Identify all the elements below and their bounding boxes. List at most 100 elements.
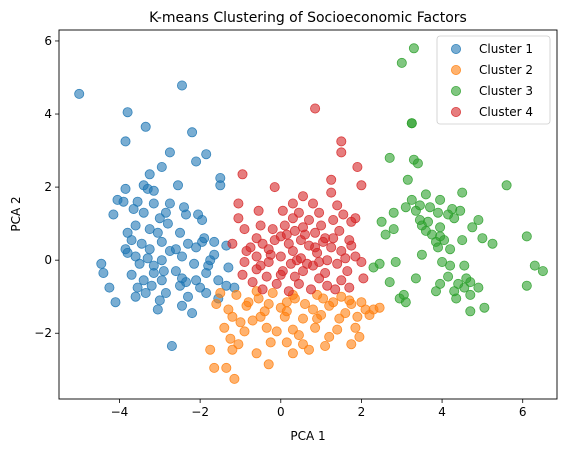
data-point (287, 245, 298, 256)
data-point (197, 214, 208, 225)
legend-item: Cluster 2 (450, 63, 533, 77)
data-point (126, 269, 137, 280)
data-point (251, 251, 262, 262)
data-point (305, 284, 316, 295)
data-point (189, 258, 200, 269)
data-point (310, 227, 321, 238)
data-point (521, 280, 532, 291)
data-point (255, 220, 266, 231)
data-point (267, 224, 278, 235)
data-point (247, 315, 258, 326)
data-point (445, 244, 456, 255)
y-tick-label: −2 (34, 326, 52, 340)
data-point (340, 308, 351, 319)
data-point (283, 286, 294, 297)
data-point (233, 213, 244, 224)
x-tick-label: 2 (358, 405, 366, 419)
data-point (96, 258, 107, 269)
y-axis-label: PCA 2 (9, 196, 23, 231)
data-point (160, 287, 171, 298)
data-point (289, 293, 300, 304)
plot-frame (58, 29, 558, 400)
data-point (332, 324, 343, 335)
data-point (356, 256, 367, 267)
data-point (344, 295, 355, 306)
data-point (424, 202, 435, 213)
data-point (303, 214, 314, 225)
data-point (253, 205, 264, 216)
data-point (430, 286, 441, 297)
data-point (416, 249, 427, 260)
data-point (237, 269, 248, 280)
series-cluster-1 (74, 80, 240, 351)
data-point (225, 333, 236, 344)
data-point (279, 220, 290, 231)
data-point (187, 127, 198, 138)
data-point (154, 213, 165, 224)
data-point (182, 238, 193, 249)
data-point (350, 322, 361, 333)
data-point (148, 185, 159, 196)
data-point (170, 266, 181, 277)
points-layer (74, 43, 548, 384)
data-point (74, 88, 85, 99)
series-cluster-2 (205, 286, 385, 384)
data-point (140, 287, 151, 298)
data-point (277, 205, 288, 216)
data-point (265, 337, 276, 348)
data-point (322, 280, 333, 291)
legend: Cluster 1 Cluster 2 Cluster 3 Cluster 4 (436, 35, 551, 125)
data-point (162, 218, 173, 229)
data-point (187, 308, 198, 319)
data-point (384, 277, 395, 288)
data-point (191, 156, 202, 167)
data-point (314, 273, 325, 284)
data-point (537, 266, 548, 277)
legend-marker (450, 107, 461, 118)
data-point (148, 260, 159, 271)
data-point (376, 216, 387, 227)
data-point (307, 198, 318, 209)
data-point (318, 293, 329, 304)
data-point (388, 224, 399, 235)
data-point (310, 103, 321, 114)
data-point (233, 198, 244, 209)
data-point (356, 180, 367, 191)
data-point (396, 57, 407, 68)
data-point (354, 331, 365, 342)
data-point (164, 147, 175, 158)
chart-title: K-means Clustering of Socioeconomic Fact… (149, 10, 467, 26)
data-point (120, 136, 131, 147)
data-point (142, 253, 153, 264)
data-point (205, 344, 216, 355)
data-point (346, 216, 357, 227)
data-point (140, 121, 151, 132)
data-point (215, 287, 226, 298)
data-point (380, 229, 391, 240)
data-point (176, 251, 187, 262)
data-point (344, 282, 355, 293)
data-point (342, 266, 353, 277)
data-point (451, 293, 462, 304)
data-point (314, 207, 325, 218)
data-point (261, 322, 272, 333)
data-point (231, 289, 242, 300)
data-point (146, 280, 157, 291)
data-point (390, 256, 401, 267)
data-point (368, 262, 379, 273)
data-point (356, 297, 367, 308)
data-point (457, 235, 468, 246)
data-point (326, 242, 337, 253)
data-point (449, 213, 460, 224)
data-point (432, 207, 443, 218)
data-point (243, 297, 254, 308)
data-point (328, 297, 339, 308)
data-point (126, 235, 137, 246)
data-point (227, 238, 238, 249)
data-point (269, 235, 280, 246)
legend-label: Cluster 3 (479, 84, 533, 98)
data-point (326, 187, 337, 198)
data-point (346, 240, 357, 251)
data-point (529, 260, 540, 271)
data-point (191, 275, 202, 286)
